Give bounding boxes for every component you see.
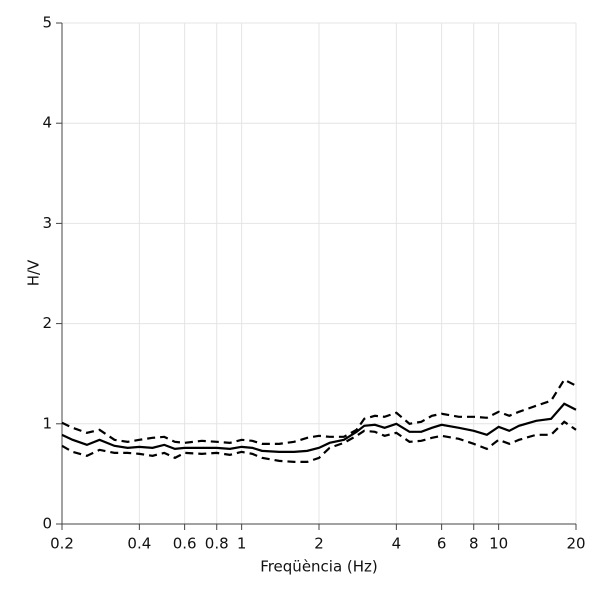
y-axis-label: H/V xyxy=(25,259,43,286)
y-tick-label: 5 xyxy=(42,14,52,32)
x-tick-label: 1 xyxy=(237,535,247,553)
x-tick-label: 8 xyxy=(469,535,479,553)
y-tick-label: 2 xyxy=(42,314,52,332)
x-tick-label: 4 xyxy=(392,535,402,553)
x-tick-label: 20 xyxy=(566,535,585,553)
series-line xyxy=(61,402,577,453)
series-line xyxy=(61,378,577,445)
y-tick-label: 3 xyxy=(42,214,52,232)
series-line xyxy=(61,420,577,463)
x-tick-label: 10 xyxy=(489,535,508,553)
x-tick-label: 0.8 xyxy=(205,535,229,553)
x-tick-label: 6 xyxy=(437,535,447,553)
x-tick-label: 0.2 xyxy=(50,535,74,553)
y-tick-label: 1 xyxy=(42,414,52,432)
y-tick-label: 4 xyxy=(42,114,52,132)
y-tick-label: 0 xyxy=(42,515,52,533)
x-tick-label: 0.6 xyxy=(173,535,197,553)
x-axis-label: Freqüència (Hz) xyxy=(260,558,378,576)
x-tick-label: 0.4 xyxy=(127,535,151,553)
x-tick-label: 2 xyxy=(314,535,324,553)
